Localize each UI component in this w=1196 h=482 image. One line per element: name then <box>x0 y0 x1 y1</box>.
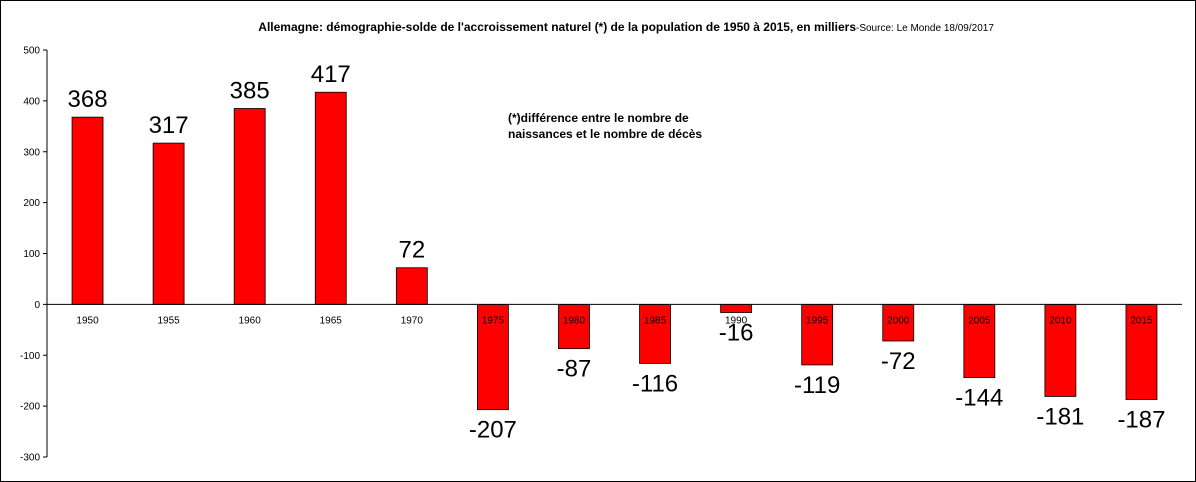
bar-1970 <box>395 267 428 305</box>
chart-title: Allemagne: démographie-solde de l'accroi… <box>258 20 856 34</box>
y-tick-label: 200 <box>23 198 40 209</box>
annotation-line-2: naissances et le nombre de décès <box>508 127 702 141</box>
x-tick-label: 1950 <box>76 315 99 326</box>
bar-1975 <box>476 303 509 411</box>
chart-marks: 500 400 300 200 100 0 -100 -200 -300 1950 368 1955 3… <box>20 46 1166 464</box>
y-tick-label: -200 <box>20 402 40 413</box>
bar-1980 <box>558 303 590 350</box>
y-tick-label: 0 <box>34 300 40 311</box>
x-tick-label: 1990 <box>725 315 748 326</box>
x-tick-label: 1975 <box>482 315 505 326</box>
x-tick-label: 1960 <box>239 315 262 326</box>
data-label: 417 <box>311 61 351 88</box>
x-tick-label: 1980 <box>563 315 586 326</box>
x-tick-label: 2010 <box>1049 315 1072 326</box>
bar-1985 <box>639 303 671 364</box>
x-tick-label: 1965 <box>320 315 343 326</box>
bar-1955 <box>152 142 185 305</box>
data-label: -207 <box>469 417 517 444</box>
y-tick-label: -100 <box>20 351 40 362</box>
data-label: -187 <box>1117 407 1165 434</box>
y-tick-label: -300 <box>20 453 40 464</box>
y-tick-label: 400 <box>23 96 40 107</box>
data-label: -144 <box>955 385 1003 412</box>
data-label: -87 <box>557 356 592 383</box>
bar-1960 <box>233 108 266 305</box>
x-tick-label: 1970 <box>401 315 424 326</box>
y-tick-label: 300 <box>23 147 40 158</box>
data-label: -116 <box>632 370 678 397</box>
x-tick-label: 2015 <box>1130 315 1153 326</box>
bar-1995 <box>801 303 834 366</box>
data-label: -16 <box>719 320 754 347</box>
y-tick-label: 500 <box>23 46 40 57</box>
bar-1965 <box>314 91 347 305</box>
y-tick-label: 100 <box>23 249 40 260</box>
data-label: 385 <box>230 78 270 105</box>
data-label: -181 <box>1036 403 1084 430</box>
data-label: 72 <box>398 237 425 264</box>
x-tick-label: 2000 <box>887 315 910 326</box>
data-label: 317 <box>149 112 189 139</box>
data-label: -72 <box>881 348 916 375</box>
annotation-line-1: (*)différence entre le nombre de <box>508 111 689 125</box>
bar-1950 <box>71 116 104 305</box>
data-label: -119 <box>794 372 840 399</box>
bar-1990 <box>720 303 753 313</box>
x-tick-label: 2005 <box>968 315 991 326</box>
data-label: 368 <box>68 86 108 113</box>
chart-source: -Source: Le Monde 18/09/2017 <box>856 23 994 34</box>
x-tick-label: 1995 <box>806 315 829 326</box>
x-tick-label: 1955 <box>157 315 180 326</box>
x-tick-label: 1985 <box>644 315 667 326</box>
